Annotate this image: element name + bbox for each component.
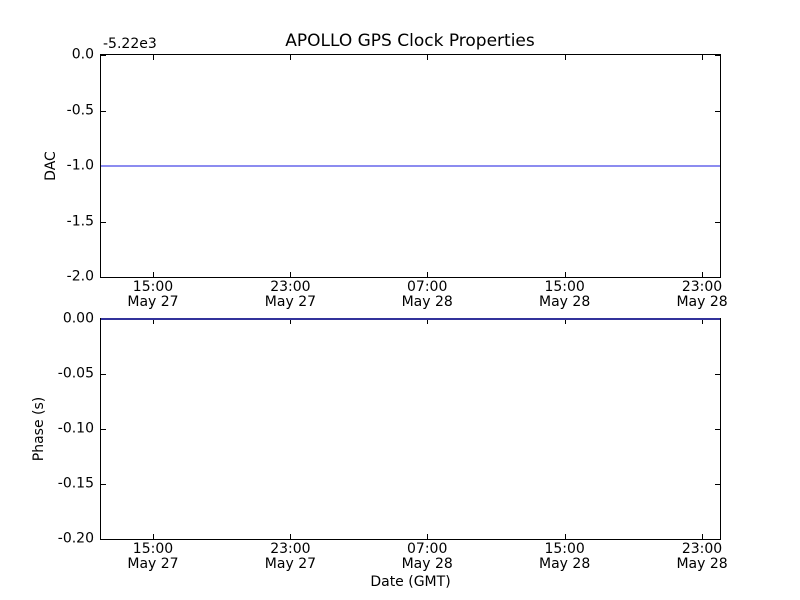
x-tick-mark xyxy=(427,534,429,539)
y-tick-label: -0.10 xyxy=(57,420,94,437)
x-tick-mark xyxy=(702,534,704,539)
x-tick-mark xyxy=(427,319,429,324)
y-tick-mark xyxy=(101,484,106,485)
y-tick-mark xyxy=(101,277,106,278)
x-tick-mark xyxy=(564,319,566,324)
x-tick-date: May 27 xyxy=(127,556,179,572)
x-tick-time: 15:00 xyxy=(544,541,585,557)
x-tick-date: May 27 xyxy=(264,294,317,310)
y-tick-mark xyxy=(715,221,720,223)
x-tick-label: 15:00 May 27 xyxy=(127,542,178,572)
dac-y-axis-label: DAC xyxy=(43,151,59,181)
y-axis-offset-text: -5.22e3 xyxy=(103,36,157,52)
x-tick-mark xyxy=(702,272,704,277)
x-tick-mark xyxy=(702,319,704,324)
x-tick-date: May 28 xyxy=(676,556,728,572)
x-tick-time: 23:00 xyxy=(270,279,311,295)
chart-title: APOLLO GPS Clock Properties xyxy=(285,31,535,51)
x-tick-date: May 28 xyxy=(539,294,591,310)
y-tick-mark xyxy=(715,539,720,540)
y-tick-mark xyxy=(101,110,106,112)
x-tick-mark xyxy=(152,319,154,324)
y-tick-label: -0.15 xyxy=(57,475,94,492)
x-tick-time: 15:00 xyxy=(132,541,174,557)
x-tick-label: 23:00 May 28 xyxy=(676,280,727,310)
x-tick-time: 23:00 xyxy=(681,279,723,295)
y-tick-mark xyxy=(715,429,720,430)
x-tick-date: May 28 xyxy=(539,556,591,572)
x-tick-mark xyxy=(290,272,292,277)
x-tick-mark xyxy=(564,272,566,277)
x-tick-mark xyxy=(564,55,566,60)
y-tick-label: -0.05 xyxy=(57,365,94,382)
y-tick-mark xyxy=(101,539,106,540)
y-tick-mark xyxy=(101,429,106,430)
x-tick-mark xyxy=(152,272,154,277)
dac-axes: DAC 0.0 -0.5 -1.0 -1.5 -2.0 15:00 May 27 23:00 M… xyxy=(43,47,728,310)
phase-axes: Phase (s) Date (GMT) 0.00 -0.05 -0.10 -0.15… xyxy=(31,311,728,590)
y-tick-mark xyxy=(715,484,720,485)
phase-series-line xyxy=(101,318,720,320)
y-tick-mark xyxy=(715,110,720,112)
x-tick-mark xyxy=(290,55,292,60)
x-tick-time: 15:00 xyxy=(132,279,174,295)
x-tick-time: 15:00 xyxy=(544,279,585,295)
y-tick-label: -0.5 xyxy=(66,102,94,119)
x-tick-time: 07:00 xyxy=(407,279,448,295)
x-tick-label: 15:00 May 28 xyxy=(539,280,590,310)
x-tick-date: May 28 xyxy=(401,294,453,310)
y-tick-mark xyxy=(715,55,720,56)
x-tick-label: 07:00 May 28 xyxy=(402,542,453,572)
x-tick-mark xyxy=(702,55,704,60)
y-tick-mark xyxy=(101,374,106,375)
x-tick-label: 23:00 May 27 xyxy=(265,280,316,310)
x-tick-label: 23:00 May 28 xyxy=(676,542,727,572)
x-tick-date: May 27 xyxy=(127,294,179,310)
x-tick-mark xyxy=(152,534,154,539)
x-tick-date: May 28 xyxy=(676,294,728,310)
x-tick-label: 23:00 May 27 xyxy=(265,542,316,572)
phase-y-axis-label: Phase (s) xyxy=(31,396,47,462)
x-tick-date: May 28 xyxy=(401,556,453,572)
x-tick-time: 23:00 xyxy=(681,541,723,557)
x-tick-label: 15:00 May 27 xyxy=(127,280,178,310)
y-tick-label: 0.00 xyxy=(62,310,94,327)
y-tick-mark xyxy=(101,55,106,56)
x-tick-mark xyxy=(152,55,154,60)
y-tick-label: -1.0 xyxy=(66,157,94,174)
x-tick-mark xyxy=(427,272,429,277)
x-tick-mark xyxy=(290,534,292,539)
x-tick-time: 23:00 xyxy=(270,541,311,557)
y-tick-label: 0.0 xyxy=(71,46,94,63)
y-tick-mark xyxy=(101,221,106,223)
x-axis-label: Date (GMT) xyxy=(370,574,451,590)
y-tick-mark xyxy=(715,374,720,375)
x-tick-label: 15:00 May 28 xyxy=(539,542,590,572)
x-tick-date: May 27 xyxy=(264,556,317,572)
y-tick-label: -2.0 xyxy=(66,268,94,285)
x-tick-time: 07:00 xyxy=(407,541,448,557)
dac-series-line xyxy=(101,165,720,167)
y-tick-label: -0.20 xyxy=(57,530,94,547)
x-tick-mark xyxy=(290,319,292,324)
x-tick-mark xyxy=(564,534,566,539)
x-tick-mark xyxy=(427,55,429,60)
y-tick-mark xyxy=(715,277,720,278)
x-tick-label: 07:00 May 28 xyxy=(402,280,453,310)
y-tick-label: -1.5 xyxy=(66,213,94,230)
